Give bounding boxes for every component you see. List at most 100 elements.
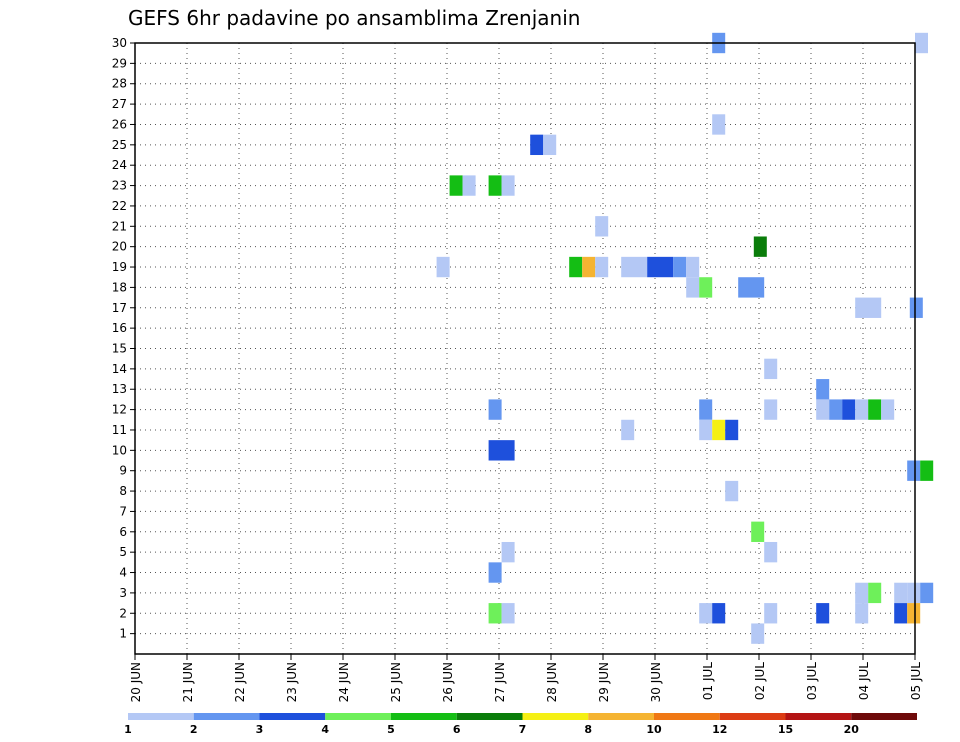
y-tick-label: 24 bbox=[112, 158, 127, 172]
y-tick-label: 3 bbox=[119, 586, 127, 600]
precip-cell bbox=[595, 256, 609, 278]
y-tick-label: 2 bbox=[119, 606, 127, 620]
legend-label: 2 bbox=[190, 723, 198, 736]
legend-label: 3 bbox=[256, 723, 264, 736]
legend-color-swatch bbox=[654, 713, 720, 720]
data-cells bbox=[436, 32, 934, 644]
x-tick-label: 26 JUN bbox=[441, 662, 455, 702]
x-tick-label: 05 JUL bbox=[909, 662, 923, 700]
legend-color-swatch bbox=[128, 713, 194, 720]
precip-cell bbox=[907, 582, 921, 604]
y-tick-label: 23 bbox=[112, 179, 127, 193]
x-tick-label: 25 JUN bbox=[389, 662, 403, 702]
chart-title: GEFS 6hr padavine po ansamblima Zrenjani… bbox=[128, 6, 581, 30]
precip-cell bbox=[842, 399, 856, 420]
x-axis-ticks: 20 JUN 21 JUN 22 JUN 23 JUN 24 JUN 25 JUN 26 J… bbox=[129, 654, 923, 702]
legend-label: 20 bbox=[844, 723, 860, 736]
precip-cell bbox=[699, 603, 713, 624]
precip-cell bbox=[829, 399, 843, 420]
precip-cell bbox=[488, 562, 502, 583]
precip-cell bbox=[488, 175, 502, 196]
y-tick-label: 15 bbox=[112, 342, 127, 356]
precip-cell bbox=[488, 440, 515, 461]
y-tick-label: 7 bbox=[119, 504, 127, 518]
x-tick-label: 04 JUL bbox=[857, 662, 871, 700]
precip-cell bbox=[595, 216, 609, 237]
legend-label: 4 bbox=[321, 723, 329, 736]
legend-color-swatch bbox=[522, 713, 589, 720]
precip-cell bbox=[582, 256, 596, 278]
legend-color-swatch bbox=[785, 713, 852, 720]
precip-cell bbox=[881, 399, 895, 420]
precip-cell bbox=[855, 582, 869, 604]
legend-label: 15 bbox=[778, 723, 793, 736]
y-tick-label: 10 bbox=[112, 443, 127, 457]
precip-cell bbox=[712, 419, 726, 441]
precip-cell bbox=[751, 521, 765, 542]
x-tick-label: 29 JUN bbox=[597, 662, 611, 702]
legend-color-swatch bbox=[851, 713, 917, 720]
legend-color-swatch bbox=[193, 713, 260, 720]
x-tick-label: 03 JUL bbox=[805, 662, 819, 700]
y-tick-label: 1 bbox=[119, 627, 127, 641]
precip-cell bbox=[764, 603, 778, 624]
legend-label: 6 bbox=[453, 723, 461, 736]
y-tick-label: 27 bbox=[112, 97, 127, 111]
precip-cell bbox=[764, 399, 778, 420]
precip-cell bbox=[764, 358, 778, 380]
precip-cell bbox=[738, 277, 765, 298]
precip-cell bbox=[501, 175, 515, 196]
precip-cell bbox=[647, 256, 674, 278]
x-tick-label: 01 JUL bbox=[701, 662, 715, 700]
x-tick-label: 30 JUN bbox=[649, 662, 663, 702]
y-tick-label: 12 bbox=[112, 403, 127, 417]
precip-cell bbox=[816, 603, 830, 624]
grid-lines bbox=[134, 42, 916, 654]
precip-cell bbox=[855, 603, 869, 624]
precip-cell bbox=[868, 399, 882, 420]
y-tick-label: 13 bbox=[112, 382, 127, 396]
legend-color-swatch bbox=[259, 713, 326, 720]
y-tick-label: 28 bbox=[112, 77, 127, 91]
x-tick-label: 23 JUN bbox=[285, 662, 299, 702]
precip-cell bbox=[488, 603, 502, 624]
precip-cell bbox=[753, 236, 767, 257]
precip-cell bbox=[907, 460, 921, 481]
precip-cell bbox=[907, 603, 921, 624]
precip-cell bbox=[699, 277, 713, 298]
precip-cell bbox=[449, 175, 463, 196]
precip-cell bbox=[462, 175, 476, 196]
x-tick-label: 24 JUN bbox=[337, 662, 351, 702]
precip-cell bbox=[673, 256, 687, 278]
precip-cell bbox=[699, 399, 713, 420]
precip-cell bbox=[501, 541, 515, 563]
x-tick-label: 28 JUN bbox=[545, 662, 559, 702]
precip-cell bbox=[855, 297, 882, 318]
legend-color-swatch bbox=[456, 713, 523, 720]
legend-label: 8 bbox=[584, 723, 592, 736]
precip-cell bbox=[686, 277, 700, 298]
precip-cell bbox=[816, 379, 830, 400]
y-tick-label: 11 bbox=[112, 423, 127, 437]
precip-cell bbox=[488, 399, 502, 420]
y-tick-label: 14 bbox=[112, 362, 127, 376]
y-tick-label: 25 bbox=[112, 138, 127, 152]
precip-cell bbox=[712, 114, 726, 135]
y-tick-label: 19 bbox=[112, 260, 127, 274]
precip-cell bbox=[909, 297, 923, 318]
precip-cell bbox=[621, 419, 635, 441]
precip-cell bbox=[569, 256, 583, 278]
y-tick-label: 21 bbox=[112, 219, 127, 233]
precip-cell bbox=[920, 582, 934, 604]
precip-cell bbox=[699, 419, 713, 441]
precip-cell bbox=[530, 134, 544, 156]
y-tick-label: 4 bbox=[119, 566, 127, 580]
precip-cell bbox=[501, 603, 515, 624]
precip-cell bbox=[894, 603, 908, 624]
precip-cell bbox=[712, 603, 726, 624]
precip-cell bbox=[686, 256, 700, 278]
legend-label: 5 bbox=[387, 723, 395, 736]
legend-label: 7 bbox=[519, 723, 527, 736]
precip-cell bbox=[915, 32, 928, 54]
